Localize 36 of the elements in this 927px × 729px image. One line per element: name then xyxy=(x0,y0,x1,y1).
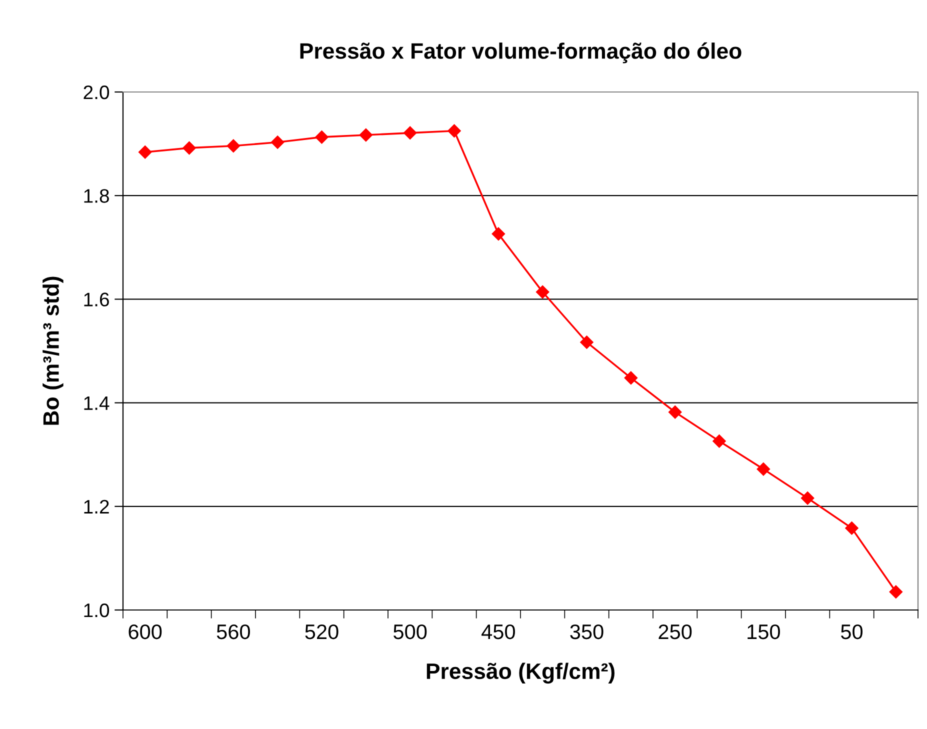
y-tick-label: 1.6 xyxy=(84,292,109,306)
y-axis-title: Bo (m³/m³ std) xyxy=(42,276,64,425)
point xyxy=(756,462,770,476)
x-tick-label: 150 xyxy=(748,624,780,640)
y-tick-label: 1.0 xyxy=(84,603,110,618)
point xyxy=(270,136,284,149)
point xyxy=(182,141,196,155)
point xyxy=(403,126,417,140)
point xyxy=(800,492,814,505)
x-axis-title: Pressão (Kgf/cm²) xyxy=(426,662,614,684)
point xyxy=(226,139,240,152)
point xyxy=(536,285,550,299)
y-tick-label: 1.4 xyxy=(84,396,110,410)
point xyxy=(315,130,328,144)
point xyxy=(889,585,903,598)
y-tick-label: 2.0 xyxy=(84,85,110,100)
y-tick-label: 1.8 xyxy=(84,189,109,203)
x-tick-label: 450 xyxy=(482,624,515,640)
point xyxy=(359,128,373,142)
point xyxy=(624,371,638,385)
point xyxy=(668,406,682,419)
x-tick-label: 250 xyxy=(658,624,692,640)
x-tick-label: 500 xyxy=(394,624,427,640)
point xyxy=(138,146,152,159)
x-tick-label: 350 xyxy=(570,624,604,640)
point xyxy=(845,522,858,535)
x-tick-label: 600 xyxy=(128,624,162,640)
x-tick-label: 520 xyxy=(305,624,338,640)
point xyxy=(448,124,461,138)
point xyxy=(580,336,594,349)
x-tick-label: 50 xyxy=(841,624,863,640)
point xyxy=(492,227,506,241)
y-tick-label: 1.2 xyxy=(84,500,109,514)
x-tick-label: 560 xyxy=(216,624,250,640)
point xyxy=(712,434,726,448)
chart-title: Pressão x Fator volume-formação do óleo xyxy=(300,42,742,64)
